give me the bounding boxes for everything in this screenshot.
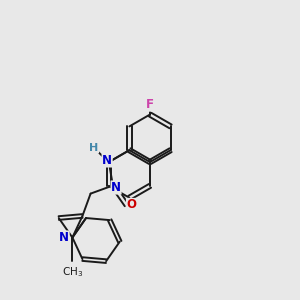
Text: O: O	[127, 199, 136, 212]
Text: N: N	[102, 154, 112, 167]
Text: N: N	[59, 231, 69, 244]
Text: F: F	[146, 98, 154, 111]
Text: H: H	[89, 143, 99, 153]
Text: CH$_3$: CH$_3$	[62, 265, 83, 279]
Text: N: N	[111, 181, 121, 194]
